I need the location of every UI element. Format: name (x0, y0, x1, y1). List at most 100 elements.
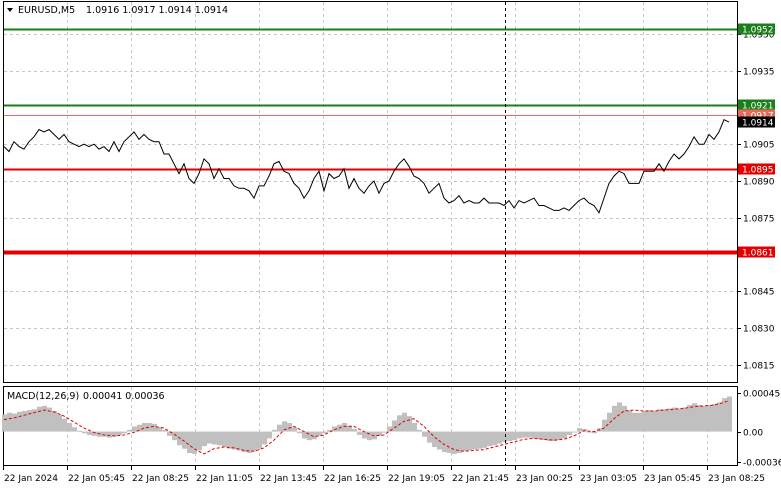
macd-bar (692, 403, 697, 432)
macd-bar (142, 423, 147, 432)
time-axis: 22 Jan 2024 22 Jan 05:45 22 Jan 08:25 22 Ja… (3, 466, 765, 484)
macd-bar (367, 431, 372, 441)
y-tick-label: 1.0905 (743, 141, 775, 151)
macd-bar (702, 405, 707, 432)
x-tick-label: 22 Jan 21:45 (452, 474, 509, 484)
y-tick-label: 1.0875 (743, 215, 775, 225)
macd-bar (432, 431, 437, 447)
macd-bar (502, 431, 507, 442)
macd-bar (92, 431, 97, 436)
horizontal-levels[interactable] (4, 28, 737, 255)
macd-bar (492, 431, 497, 446)
macd-bar (532, 431, 537, 439)
macd-bar (722, 398, 727, 432)
macd-bar (392, 420, 397, 432)
x-tick-label: 23 Jan 05:45 (644, 474, 701, 484)
x-tick-label: 22 Jan 2024 (4, 474, 58, 484)
y-tick-label: 1.0845 (743, 288, 775, 298)
macd-tick-label: -0.00036 (743, 459, 781, 469)
macd-bar (652, 411, 657, 432)
y-tick-label: 1.0890 (743, 178, 775, 188)
macd-bar (332, 426, 337, 432)
macd-bar (162, 429, 167, 432)
x-tick-label: 22 Jan 11:05 (196, 474, 253, 484)
macd-bar (267, 431, 272, 439)
macd-bar (167, 431, 172, 436)
macd-bar (377, 431, 382, 436)
macd-bar (397, 415, 402, 432)
symbol-label: EURUSD,M5 (18, 5, 75, 16)
macd-bar (127, 429, 132, 432)
macd-bar (602, 419, 607, 432)
macd-bar (522, 431, 527, 438)
macd-bar (447, 431, 452, 453)
macd-bar (697, 405, 702, 432)
y-tick-label: 1.0815 (743, 362, 775, 372)
macd-bar (62, 418, 67, 432)
macd-bar (137, 424, 142, 432)
macd-bar (707, 405, 712, 432)
macd-bar (507, 431, 512, 441)
macd-bar (132, 426, 137, 432)
macd-bar (657, 409, 662, 432)
macd-bar (362, 431, 367, 439)
macd-bar (407, 416, 412, 432)
level-label-text: 1.0952 (742, 26, 774, 36)
x-tick-label: 22 Jan 05:45 (68, 474, 125, 484)
macd-bar (572, 431, 577, 433)
macd-bar (272, 429, 277, 432)
x-tick-label: 22 Jan 19:05 (388, 474, 445, 484)
macd-bar (242, 431, 247, 453)
macd-bar (552, 431, 557, 441)
macd-bar (372, 431, 377, 440)
macd-bar (607, 412, 612, 432)
macd-bar (247, 431, 252, 453)
macd-bar (527, 431, 532, 438)
macd-bar (412, 423, 417, 432)
macd-tick-label: 0.00045 (743, 390, 780, 400)
y-tick-label: 1.0950 (743, 31, 775, 41)
macd-bar (617, 402, 622, 432)
macd-bar (477, 431, 482, 449)
macd-bar (727, 396, 732, 432)
macd-bar (207, 431, 212, 444)
macd-bar (312, 431, 317, 440)
macd-bar (252, 431, 257, 452)
macd-bar (152, 423, 157, 432)
macd-bar (677, 408, 682, 432)
macd-bar (537, 431, 542, 440)
macd-bar (42, 405, 47, 432)
macd-bar (282, 421, 287, 432)
macd-bar (382, 431, 387, 433)
level-label-text: 1.0921 (742, 102, 774, 112)
macd-bar (82, 431, 87, 434)
macd-bar (482, 431, 487, 448)
level-label-box (738, 109, 775, 121)
macd-bar (472, 431, 477, 450)
macd-bar (562, 431, 567, 439)
macd-bar (257, 431, 262, 449)
macd-bar (322, 431, 327, 434)
macd-histogram (2, 396, 732, 454)
macd-bar (12, 413, 17, 432)
macd-bar (172, 431, 177, 441)
macd-bar (237, 431, 242, 451)
macd-bar (52, 411, 57, 432)
macd-bar (637, 412, 642, 432)
macd-bar (487, 431, 492, 447)
macd-bar (227, 431, 232, 449)
collapse-triangle-icon[interactable] (7, 8, 13, 12)
macd-bar (197, 431, 202, 451)
macd-bar (72, 427, 77, 432)
y-tick-label: 1.0830 (743, 325, 775, 335)
macd-bar (682, 407, 687, 432)
macd-bar (57, 414, 62, 432)
macd-bar (587, 431, 592, 433)
macd-bar (457, 431, 462, 453)
price-line (3, 119, 730, 214)
macd-bar (627, 410, 632, 432)
macd-values: 0.00041 0.00036 (83, 391, 165, 402)
macd-bar (567, 431, 572, 435)
macd-bar (297, 431, 302, 434)
macd-bar (717, 402, 722, 432)
